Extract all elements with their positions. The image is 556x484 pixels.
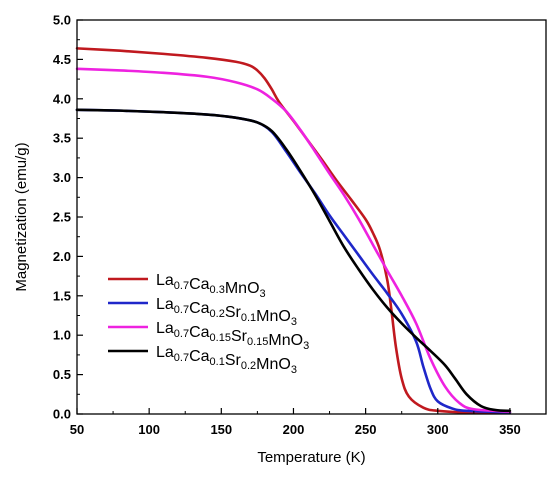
legend-entry-4: La0.7Ca0.1Sr0.2MnO3: [156, 344, 297, 376]
x-axis-label: Temperature (K): [257, 449, 365, 466]
plot-frame: [76, 19, 547, 415]
y-tick-label: 1.0: [53, 328, 71, 343]
y-tick-label: 4.5: [53, 52, 71, 67]
y-tick-label: 2.5: [53, 210, 71, 225]
y-tick-label: 2.0: [53, 249, 71, 264]
x-axis-ticks: 50 100 150 200 250 300 350: [70, 408, 521, 437]
legend-entry-1: La0.7Ca0.3MnO3: [156, 272, 266, 300]
x-tick-label: 300: [427, 422, 449, 437]
x-tick-label: 100: [138, 422, 160, 437]
series-line-4: [75, 108, 512, 413]
y-tick-label: 3.5: [53, 131, 71, 146]
y-tick-label: 5.0: [53, 13, 71, 28]
y-tick-label: 3.0: [53, 170, 71, 185]
x-tick-label: 250: [355, 422, 377, 437]
x-tick-label: 50: [70, 422, 84, 437]
y-axis-label: Magnetization (emu/g): [13, 142, 30, 291]
legend: La0.7Ca0.3MnO3La0.7Ca0.2Sr0.1MnO3La0.7Ca…: [108, 272, 309, 376]
legend-entry-3: La0.7Ca0.15Sr0.15MnO3: [156, 320, 309, 352]
series-line-3: [75, 67, 512, 413]
x-tick-label: 150: [210, 422, 232, 437]
y-tick-label: 1.5: [53, 288, 71, 303]
series-line-1: [75, 47, 512, 414]
y-tick-label: 4.0: [53, 91, 71, 106]
y-tick-label: 0.5: [53, 367, 71, 382]
series-layer: [75, 47, 512, 414]
y-axis-ticks: 0.0 0.5 1.0 1.5 2.0 2.5 3.0 3.5 4.0 4.5 5.0: [53, 13, 83, 422]
legend-entry-2: La0.7Ca0.2Sr0.1MnO3: [156, 296, 297, 328]
y-tick-label: 0.0: [53, 407, 71, 422]
x-tick-label: 350: [499, 422, 521, 437]
x-tick-label: 200: [283, 422, 305, 437]
